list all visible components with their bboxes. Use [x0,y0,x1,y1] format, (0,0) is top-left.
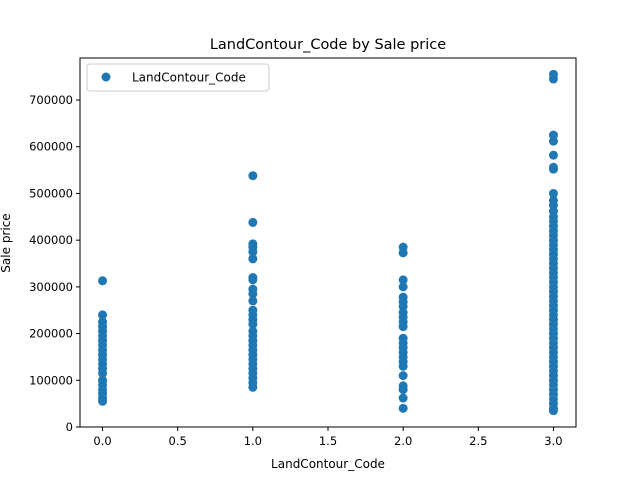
data-point [548,406,558,416]
data-points [98,69,558,416]
data-point [98,396,108,406]
data-point [398,393,408,403]
y-tick-label: 600000 [29,140,73,154]
data-point [248,289,258,299]
data-point [248,171,258,181]
data-point [248,382,258,392]
data-point [248,319,258,329]
x-axis-ticks: 0.0 0.5 1.0 1.5 2.0 2.5 3.0 [93,427,563,448]
data-point [398,403,408,413]
x-tick-label: 2.5 [469,434,487,448]
y-axis-ticks: 0 100000 200000 300000 400000 500000 600000 700… [29,93,80,434]
y-tick-label: 100000 [29,373,73,387]
y-tick-label: 500000 [29,186,73,200]
data-point [98,276,108,286]
y-tick-label: 300000 [29,280,73,294]
x-axis-label: LandContour_Code [271,457,385,471]
x-tick-label: 2.0 [394,434,412,448]
data-point [548,164,558,174]
chart-title: LandContour_Code by Sale price [210,37,446,53]
x-tick-label: 1.5 [319,434,337,448]
data-point [398,322,408,332]
data-point [548,188,558,198]
x-tick-label: 0.0 [93,434,111,448]
y-tick-label: 0 [66,420,73,434]
data-point [398,385,408,395]
data-point [548,136,558,146]
data-point [248,217,258,227]
data-point [398,371,408,381]
data-point [398,361,408,371]
y-tick-label: 200000 [29,327,73,341]
data-point [248,247,258,257]
x-tick-label: 3.0 [544,434,562,448]
data-point [398,248,408,258]
data-point [98,310,108,320]
y-tick-label: 400000 [29,233,73,247]
x-tick-label: 1.0 [244,434,262,448]
y-axis-label: Sale price [0,213,13,272]
x-tick-label: 0.5 [169,434,187,448]
data-point [398,282,408,292]
legend-box [86,63,270,92]
data-point [548,74,558,84]
data-point [548,150,558,160]
plot-frame [79,57,577,428]
legend-marker [101,72,111,82]
data-point [398,275,408,285]
y-tick-label: 700000 [29,93,73,107]
data-point [248,254,258,264]
data-point [248,275,258,285]
data-point [248,296,258,306]
legend-label: LandContour_Code [132,71,246,85]
data-point [98,368,108,378]
legend: LandContour_Code [86,63,270,92]
